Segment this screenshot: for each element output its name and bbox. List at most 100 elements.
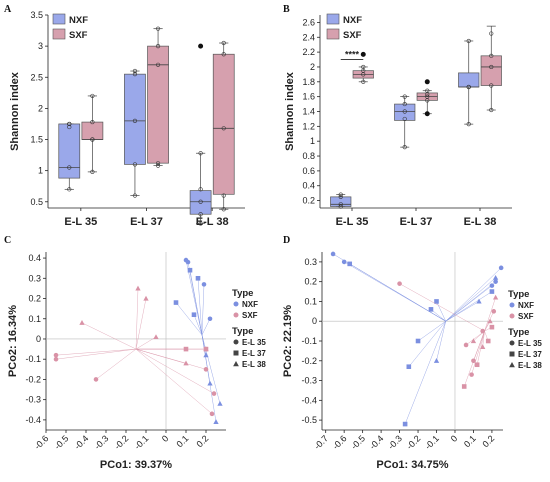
x-tick-label: -0.7: [312, 433, 330, 451]
y-axis-label: Shannon index: [9, 71, 21, 151]
spider-line: [135, 288, 139, 350]
legend-label-sxf: SXF: [518, 312, 534, 321]
spider-line: [135, 348, 213, 415]
y-tick-label: 0.6: [302, 166, 315, 176]
data-point: [402, 94, 407, 99]
data-point: [402, 101, 407, 107]
data-point: [53, 352, 59, 358]
x-tick-label: -0.3: [92, 433, 110, 451]
spider-line: [484, 297, 496, 332]
data-point: [93, 377, 99, 382]
spider-line: [135, 348, 215, 394]
data-point: [463, 342, 469, 348]
data-point: [474, 362, 480, 368]
x-tick-label: -0.2: [112, 433, 130, 451]
x-tick-label: 0: [160, 433, 171, 444]
y-tick-label: 2.2: [302, 47, 315, 57]
box-nxf-2: [189, 43, 212, 226]
y-tick-label: 0.4: [302, 181, 315, 191]
panel-letter: C: [4, 235, 11, 246]
outlier-point: [424, 79, 430, 85]
legend-stage-0: E-L 35: [242, 338, 266, 347]
spider-line: [445, 285, 493, 322]
y-tick-label: -0.3: [301, 376, 317, 386]
data-point: [211, 391, 217, 396]
legend-swatch-sxf: [52, 28, 66, 40]
data-point: [338, 204, 343, 209]
legend-label-nxf: NXF: [242, 300, 258, 309]
box-iqr: [330, 196, 352, 207]
box-sxf-1: [416, 79, 438, 117]
data-point: [480, 344, 486, 350]
data-point: [406, 364, 412, 370]
panel-letter: D: [283, 235, 290, 246]
y-tick-label: 1.6: [302, 92, 315, 102]
x-tick-label: 0: [449, 433, 460, 444]
y-tick-label: 1.4: [302, 107, 315, 117]
data-point: [480, 328, 485, 334]
legend-shape-0: [509, 340, 515, 346]
data-point: [341, 259, 347, 265]
data-point: [221, 207, 226, 212]
data-point: [203, 352, 209, 358]
data-point: [67, 124, 72, 130]
data-point: [493, 279, 498, 284]
data-point: [191, 312, 197, 318]
legend-label-sxf: SXF: [343, 30, 362, 41]
spider-line: [399, 283, 485, 332]
y-tick-label: 3: [38, 41, 43, 51]
box-sxf-2: [212, 40, 235, 212]
panel-letter: B: [283, 4, 290, 15]
data-point: [155, 62, 161, 67]
y-tick-label: -0.2: [25, 374, 41, 384]
data-point: [489, 107, 494, 113]
legend-stage-2: E-L 38: [242, 360, 266, 369]
y-tick-label: 0.8: [302, 151, 315, 161]
y-tick-label: -0.4: [301, 395, 317, 405]
legend-stage-1: E-L 37: [242, 349, 266, 358]
y-axis-label: PCo2: 16.34%: [7, 305, 19, 377]
box-sxf-0: [81, 93, 104, 174]
spider-line: [95, 348, 137, 380]
data-point: [132, 118, 138, 123]
data-point: [469, 372, 474, 377]
spider-line: [436, 321, 446, 361]
panel-c: C-0.4-0.3-0.2-0.100.10.20.30.4-0.6 -0.5 -0…: [4, 235, 266, 471]
y-tick-label: 2.4: [302, 32, 315, 42]
x-tick-label: -0.5: [52, 433, 70, 451]
legend-label-sxf: SXF: [69, 30, 88, 41]
legend-label-sxf: SXF: [242, 311, 258, 320]
x-tick-label: E-L 37: [130, 216, 163, 228]
data-point: [209, 411, 215, 417]
data-point: [489, 324, 495, 330]
x-tick-label: -0.4: [72, 433, 90, 451]
spider-line: [445, 291, 493, 322]
box-nxf-0: [58, 121, 81, 192]
x-axis-label: PCo1: 34.75%: [376, 459, 448, 471]
box-iqr: [394, 103, 416, 121]
data-point: [155, 44, 161, 49]
y-tick-label: 0.5: [30, 197, 43, 207]
data-point: [338, 202, 343, 207]
legend-stage-1: E-L 37: [518, 350, 542, 359]
y-tick-label: 2: [38, 103, 43, 113]
data-point: [132, 162, 138, 167]
spider-line: [408, 321, 446, 367]
data-point: [428, 307, 434, 312]
legend-title-type: Type: [508, 289, 529, 300]
legend-shape-1: [509, 351, 515, 357]
spider-line: [201, 334, 221, 404]
data-point: [183, 346, 189, 352]
data-point: [489, 53, 494, 58]
panel-b: B 0.2 0.4 0.6 0.8 1 1.2 1.4 1.6 1.8 2 2.2 2.4 2.6 E-L …: [283, 4, 512, 228]
legend-shape-2: [509, 362, 515, 368]
y-tick-label: 0.2: [28, 294, 41, 304]
data-point: [187, 267, 193, 273]
data-point: [461, 384, 467, 389]
spider-line: [193, 314, 203, 336]
series-nxf: [173, 257, 223, 424]
data-point: [338, 194, 343, 199]
spider-line: [417, 321, 446, 342]
data-point: [489, 289, 495, 294]
